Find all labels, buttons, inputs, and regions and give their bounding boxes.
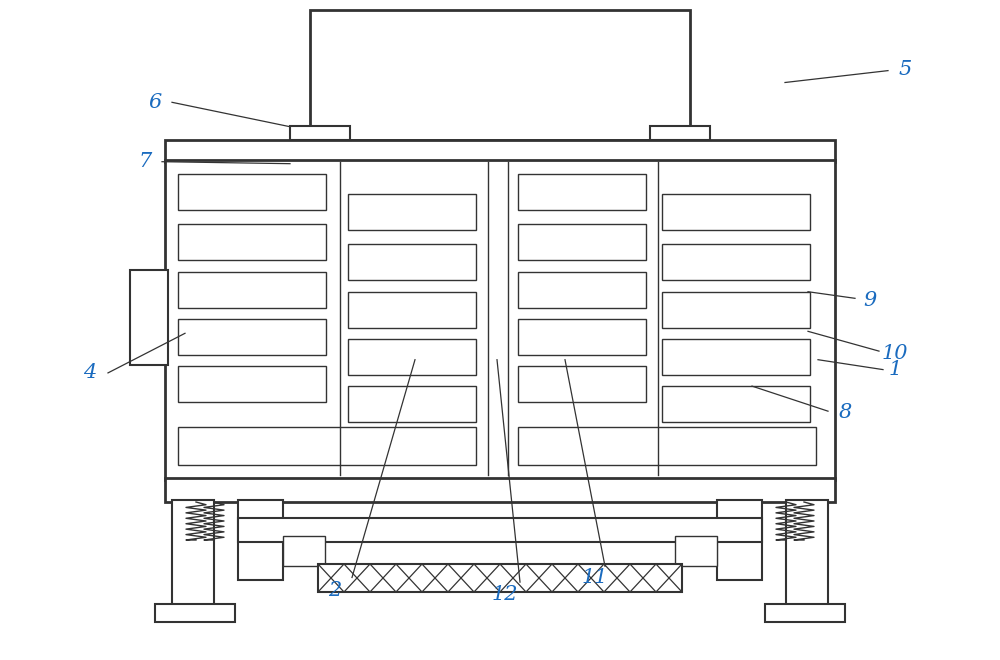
Bar	[283, 536, 325, 566]
Bar	[310, 10, 690, 140]
Text: 8: 8	[838, 403, 852, 422]
Text: 10: 10	[882, 344, 908, 362]
Bar	[518, 319, 646, 355]
Bar	[650, 126, 710, 140]
Text: 7: 7	[138, 152, 152, 171]
Bar	[238, 518, 762, 542]
Text: 5: 5	[898, 60, 912, 79]
Bar	[178, 272, 326, 308]
Bar	[178, 224, 326, 260]
Bar	[518, 366, 646, 402]
Bar	[662, 339, 810, 375]
Bar	[348, 386, 476, 422]
Bar	[765, 604, 845, 622]
Bar	[348, 292, 476, 328]
Bar	[518, 174, 646, 210]
Bar	[172, 500, 214, 610]
Bar	[786, 500, 828, 610]
Bar	[178, 366, 326, 402]
Text: 12: 12	[492, 585, 518, 603]
Bar	[318, 564, 682, 592]
Bar	[130, 270, 168, 365]
Bar	[165, 160, 835, 480]
Bar	[178, 319, 326, 355]
Bar	[165, 140, 835, 162]
Bar	[518, 272, 646, 308]
Bar	[662, 194, 810, 230]
Bar	[518, 427, 816, 465]
Bar	[178, 427, 476, 465]
Bar	[165, 478, 835, 502]
Text: 11: 11	[582, 568, 608, 587]
Bar	[290, 126, 350, 140]
Bar	[717, 500, 762, 580]
Bar	[238, 500, 283, 580]
Bar	[662, 292, 810, 328]
Bar	[348, 244, 476, 280]
Text: 6: 6	[148, 93, 162, 112]
Bar	[348, 339, 476, 375]
Bar	[662, 386, 810, 422]
Text: 4: 4	[83, 364, 97, 382]
Bar	[155, 604, 235, 622]
Bar	[662, 244, 810, 280]
Bar	[675, 536, 717, 566]
Text: 9: 9	[863, 291, 877, 310]
Bar	[178, 174, 326, 210]
Text: 2: 2	[328, 581, 342, 600]
Bar	[518, 224, 646, 260]
Bar	[348, 194, 476, 230]
Text: 1: 1	[888, 360, 902, 379]
